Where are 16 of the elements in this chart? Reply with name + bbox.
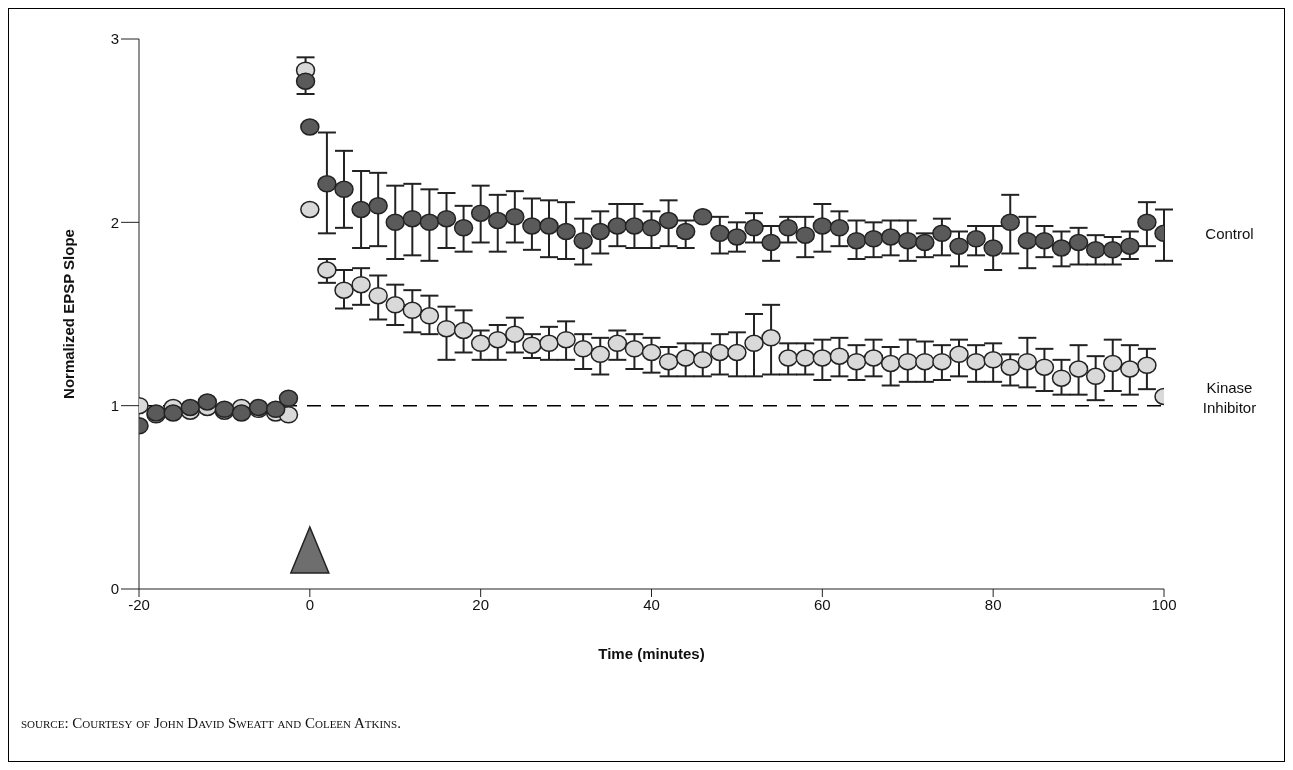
text: Control	[1205, 224, 1254, 242]
x-tick-label: 20	[472, 595, 490, 613]
series-label: Kinase Inhibitor	[1202, 378, 1257, 415]
x-tick-label: 0	[305, 595, 315, 613]
x-axis-title: Time (minutes)	[598, 645, 705, 662]
y-tick-label: 1	[110, 396, 119, 414]
x-tick-label: 100	[1151, 595, 1177, 613]
x-tick-label: 80	[984, 595, 1002, 613]
y-tick-label: 3	[110, 30, 119, 48]
y-axis-title: Normalized EPSP Slope	[60, 229, 78, 399]
x-tick-label: -20	[128, 595, 150, 613]
source-note: source: Courtesy of John David Sweatt and Coleen Atkins.	[21, 715, 401, 732]
y-tick-label: 0	[110, 580, 119, 598]
y-tick-label: 2	[110, 213, 119, 231]
x-tick-label: 40	[643, 595, 660, 613]
x-tick-label: 60	[813, 595, 831, 613]
